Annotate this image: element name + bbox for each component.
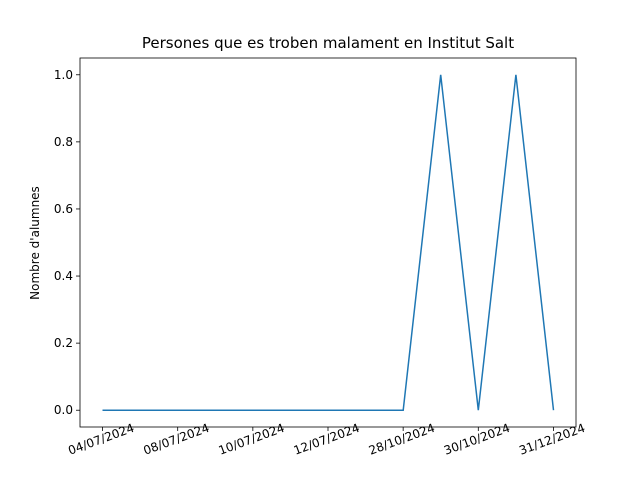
x-tick-label: 08/07/2024 [141,421,211,458]
y-tick-label: 1.0 [54,68,73,82]
y-tick-label: 0.6 [54,202,73,216]
y-tick-label: 0.2 [54,336,73,350]
x-tick-label: 12/07/2024 [292,421,362,458]
y-tick-label: 0.4 [54,269,73,283]
x-tick-label: 31/12/2024 [517,421,587,458]
x-tick-label: 28/10/2024 [367,421,437,458]
chart-title: Persones que es troben malament en Insti… [141,34,515,52]
x-tick-label: 10/07/2024 [217,421,287,458]
y-tick-label: 0.0 [54,403,73,417]
series-line [102,74,555,411]
plot-frame [79,57,577,428]
x-tick-label: 04/07/2024 [66,421,136,458]
y-tick-label: 0.8 [54,135,73,149]
x-tick-label: 30/10/2024 [442,421,512,458]
